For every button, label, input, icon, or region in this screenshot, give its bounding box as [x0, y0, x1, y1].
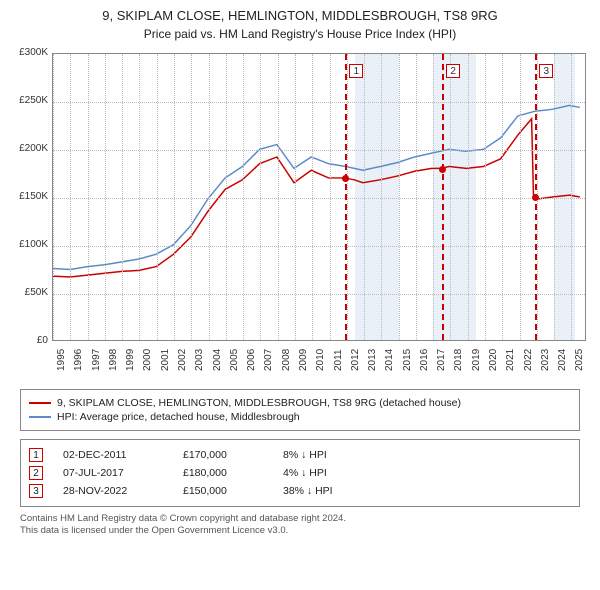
legend-label: 9, SKIPLAM CLOSE, HEMLINGTON, MIDDLESBRO…	[57, 397, 461, 409]
x-tick-label: 2023	[540, 349, 551, 371]
legend-box: 9, SKIPLAM CLOSE, HEMLINGTON, MIDDLESBRO…	[20, 389, 580, 431]
y-tick-label: £250K	[10, 95, 48, 106]
x-tick-label: 2017	[436, 349, 447, 371]
x-tick-label: 2006	[246, 349, 257, 371]
chart-title: 9, SKIPLAM CLOSE, HEMLINGTON, MIDDLESBRO…	[10, 8, 590, 25]
x-tick-label: 2020	[488, 349, 499, 371]
x-tick-label: 2002	[177, 349, 188, 371]
x-tick-label: 2019	[471, 349, 482, 371]
legend-item-property: 9, SKIPLAM CLOSE, HEMLINGTON, MIDDLESBRO…	[29, 396, 571, 410]
events-table: 1 02-DEC-2011 £170,000 8% ↓ HPI 2 07-JUL-2017…	[20, 439, 580, 507]
x-tick-label: 1998	[108, 349, 119, 371]
y-tick-label: £150K	[10, 191, 48, 202]
event-marker: 3	[539, 64, 553, 78]
footer-line: Contains HM Land Registry data © Crown c…	[20, 513, 580, 525]
event-date: 07-JUL-2017	[63, 467, 163, 479]
event-price: £180,000	[183, 467, 263, 479]
x-tick-label: 2014	[384, 349, 395, 371]
x-tick-label: 1999	[125, 349, 136, 371]
x-tick-label: 2018	[453, 349, 464, 371]
x-tick-label: 2024	[557, 349, 568, 371]
x-tick-label: 1997	[91, 349, 102, 371]
x-tick-label: 2021	[505, 349, 516, 371]
chart-subtitle: Price paid vs. HM Land Registry's House …	[10, 27, 590, 41]
event-marker: 1	[349, 64, 363, 78]
y-tick-label: £300K	[10, 47, 48, 58]
legend-label: HPI: Average price, detached house, Midd…	[57, 411, 300, 423]
x-tick-label: 2012	[350, 349, 361, 371]
x-tick-label: 2015	[402, 349, 413, 371]
event-date: 02-DEC-2011	[63, 449, 163, 461]
event-number: 2	[29, 466, 43, 480]
x-tick-label: 2013	[367, 349, 378, 371]
x-tick-label: 2000	[142, 349, 153, 371]
y-tick-label: £200K	[10, 143, 48, 154]
event-row: 1 02-DEC-2011 £170,000 8% ↓ HPI	[29, 446, 571, 464]
x-tick-label: 2005	[229, 349, 240, 371]
event-dot	[439, 166, 446, 173]
event-row: 2 07-JUL-2017 £180,000 4% ↓ HPI	[29, 464, 571, 482]
y-tick-label: £0	[10, 335, 48, 346]
legend-item-hpi: HPI: Average price, detached house, Midd…	[29, 410, 571, 424]
event-row: 3 28-NOV-2022 £150,000 38% ↓ HPI	[29, 482, 571, 500]
legend-swatch	[29, 416, 51, 418]
event-number: 1	[29, 448, 43, 462]
plot-region: 1 2 3	[52, 53, 586, 341]
x-tick-label: 2016	[419, 349, 430, 371]
event-diff: 4% ↓ HPI	[283, 467, 383, 479]
legend-swatch	[29, 402, 51, 404]
footer-text: Contains HM Land Registry data © Crown c…	[20, 513, 580, 538]
chart-area: 1 2 3 £0 £50K £100K £150K £200K £250K £300K 1995 1…	[10, 49, 590, 379]
x-tick-label: 2011	[333, 349, 344, 371]
event-date: 28-NOV-2022	[63, 485, 163, 497]
event-number: 3	[29, 484, 43, 498]
event-marker: 2	[446, 64, 460, 78]
event-price: £150,000	[183, 485, 263, 497]
x-tick-label: 2007	[263, 349, 274, 371]
x-tick-label: 2008	[281, 349, 292, 371]
event-diff: 8% ↓ HPI	[283, 449, 383, 461]
event-price: £170,000	[183, 449, 263, 461]
x-tick-label: 2022	[523, 349, 534, 371]
event-diff: 38% ↓ HPI	[283, 485, 383, 497]
x-tick-label: 2003	[194, 349, 205, 371]
y-tick-label: £100K	[10, 239, 48, 250]
line-layer	[53, 54, 585, 340]
series-line-hpi	[53, 105, 580, 269]
x-tick-label: 2001	[160, 349, 171, 371]
x-tick-label: 1995	[56, 349, 67, 371]
x-tick-label: 2010	[315, 349, 326, 371]
footer-line: This data is licensed under the Open Gov…	[20, 525, 580, 537]
y-tick-label: £50K	[10, 287, 48, 298]
x-tick-label: 2009	[298, 349, 309, 371]
x-tick-label: 1996	[73, 349, 84, 371]
x-tick-label: 2025	[574, 349, 585, 371]
x-tick-label: 2004	[212, 349, 223, 371]
